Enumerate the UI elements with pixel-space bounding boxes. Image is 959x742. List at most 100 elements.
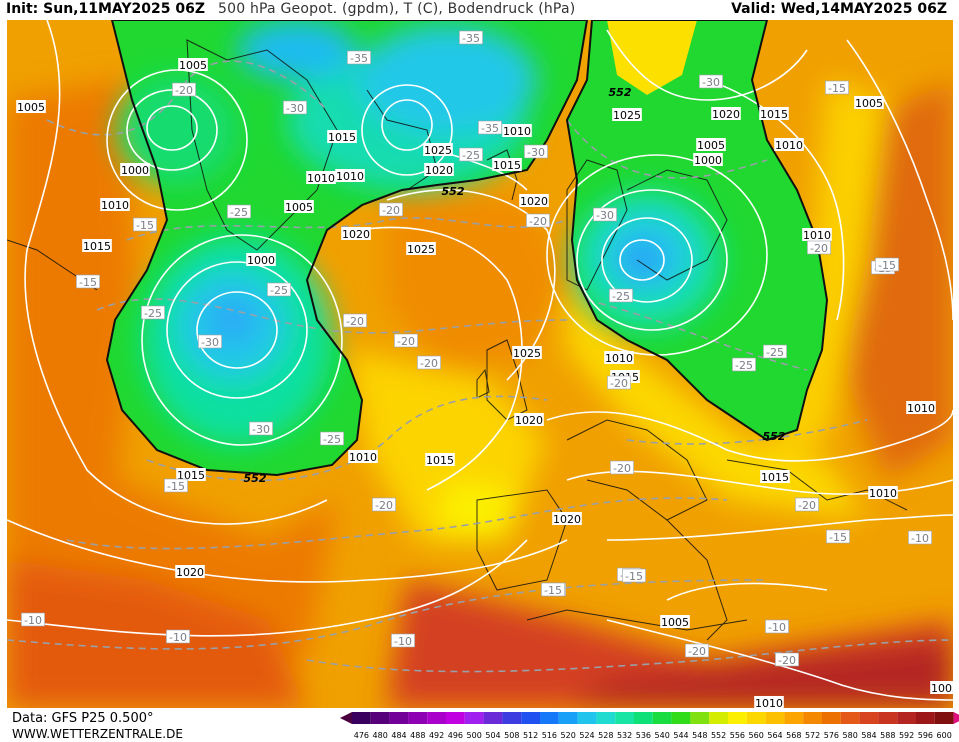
isobar-label: 1000 (121, 164, 149, 177)
legend-tick-label: 496 (448, 731, 463, 740)
isobar-label: 1020 (176, 566, 204, 579)
temperature-label: -30 (201, 336, 219, 349)
isobar-label-box (175, 565, 205, 578)
isobar-label-box (425, 453, 455, 466)
isobar-label: 1010 (336, 170, 364, 183)
legend-swatch (558, 712, 578, 724)
legend-arrow-left (340, 712, 352, 724)
isobar-label-box (512, 346, 542, 359)
temperature-label-box (526, 213, 550, 228)
legend-swatch (803, 712, 822, 724)
isobar-label-box (424, 163, 454, 176)
legend-tick-label: 536 (636, 731, 651, 740)
legend-swatch (709, 712, 728, 724)
legend-swatch (784, 712, 804, 724)
temperature-label: -15 (829, 531, 847, 544)
legend-swatch (878, 712, 898, 724)
temperature-label-box (166, 629, 190, 644)
isobar-label-box (519, 194, 549, 207)
legend-swatch (746, 712, 766, 724)
geopotential-shading (7, 20, 953, 708)
temperature-label-box (347, 50, 371, 65)
isobar-label-box (774, 138, 804, 151)
temperature-label: -35 (481, 122, 499, 135)
legend-tick-label: 492 (429, 731, 444, 740)
isobar-label-box (100, 198, 130, 211)
temperature-label-box (249, 421, 273, 436)
legend-swatch (446, 712, 465, 724)
legend-tick-label: 568 (786, 731, 801, 740)
isobar-label: 1010 (101, 199, 129, 212)
isobar-label: 1010 (755, 697, 783, 708)
isobar-label-box (906, 401, 936, 414)
geopotential-label: 552 (244, 472, 267, 485)
temperature-label: -15 (828, 82, 846, 95)
isobar-label-box (327, 130, 357, 143)
legend-tick-label: 580 (843, 731, 858, 740)
geopotential-label: 552 (763, 430, 786, 443)
isobar-label-box (176, 468, 206, 481)
isobar-label-box (284, 200, 314, 213)
temperature-label-box (379, 202, 403, 217)
temperature-label-box (478, 120, 502, 135)
temperature-label-box (372, 497, 396, 512)
temperature-label: -20 (613, 462, 631, 475)
temperature-label: -20 (420, 357, 438, 370)
legend-swatch (652, 712, 672, 724)
temperature-label: -25 (735, 359, 753, 372)
temperature-label-box (795, 497, 819, 512)
temperature-label-box (267, 282, 291, 297)
legend-swatch (634, 712, 653, 724)
temperature-label-box (343, 313, 367, 328)
temperature-label-box (172, 82, 196, 97)
legend-swatch (502, 712, 522, 724)
isobar-label: 1015 (761, 471, 789, 484)
isobar-label: 1015 (493, 159, 521, 172)
isobar-label: 1015 (426, 454, 454, 467)
contour-552-east (565, 20, 829, 442)
legend-tick-label: 524 (579, 731, 594, 740)
temperature-label-box (394, 333, 418, 348)
temperature-label: -20 (529, 215, 547, 228)
temperature-label: -25 (323, 433, 341, 446)
isobar-label: 1010 (803, 229, 831, 242)
temperature-label: -25 (766, 346, 784, 359)
temperature-label: -20 (798, 499, 816, 512)
legend-swatch (615, 712, 634, 724)
geopotential-labels: 552 552 552 552 (244, 86, 786, 485)
website-link[interactable]: WWW.WETTERZENTRALE.DE (12, 727, 183, 741)
temperature-label-box (610, 460, 634, 475)
temperature-label-box (524, 144, 548, 159)
legend-swatch (728, 712, 747, 724)
legend-swatch (352, 712, 371, 724)
isobar-label: 1010 (349, 451, 377, 464)
temperature-label: -15 (878, 259, 896, 272)
temperature-label-box (320, 431, 344, 446)
legend-tick-label: 516 (542, 731, 557, 740)
isobar-label: 1005 (931, 682, 953, 695)
temperature-label: -15 (79, 276, 97, 289)
weather-map[interactable]: 1005 1005 1000 1010 1015 1015 1010 1010 1005 1000… (7, 20, 953, 708)
valid-time: Valid: Wed,14MAY2025 06Z (731, 1, 947, 17)
chart-title: 500 hPa Geopot. (gpdm), T (C), Bodendruc… (218, 1, 576, 17)
temperature-label-box (775, 652, 799, 667)
legend-tick-label: 548 (692, 731, 707, 740)
isobar-label-box (120, 163, 150, 176)
temperature-label: -15 (167, 480, 185, 493)
isobar-label-box (930, 681, 953, 694)
isobar-label: 1010 (869, 487, 897, 500)
geopotential-label: 552 (442, 185, 465, 198)
isobar-label-box (514, 413, 544, 426)
isobar-label: 1025 (424, 144, 452, 157)
isobar-label-box (754, 696, 784, 708)
temperature-label: -10 (169, 631, 187, 644)
temperature-label: -25 (144, 307, 162, 320)
isobar-label-box (693, 153, 723, 166)
temperature-label: -20 (810, 242, 828, 255)
temperature-label: -10 (911, 532, 929, 545)
high-pocket (607, 20, 697, 95)
legend-swatch (765, 712, 785, 724)
legend-swatch (370, 712, 390, 724)
isotherms (7, 60, 953, 673)
temperature-label: -20 (175, 84, 193, 97)
